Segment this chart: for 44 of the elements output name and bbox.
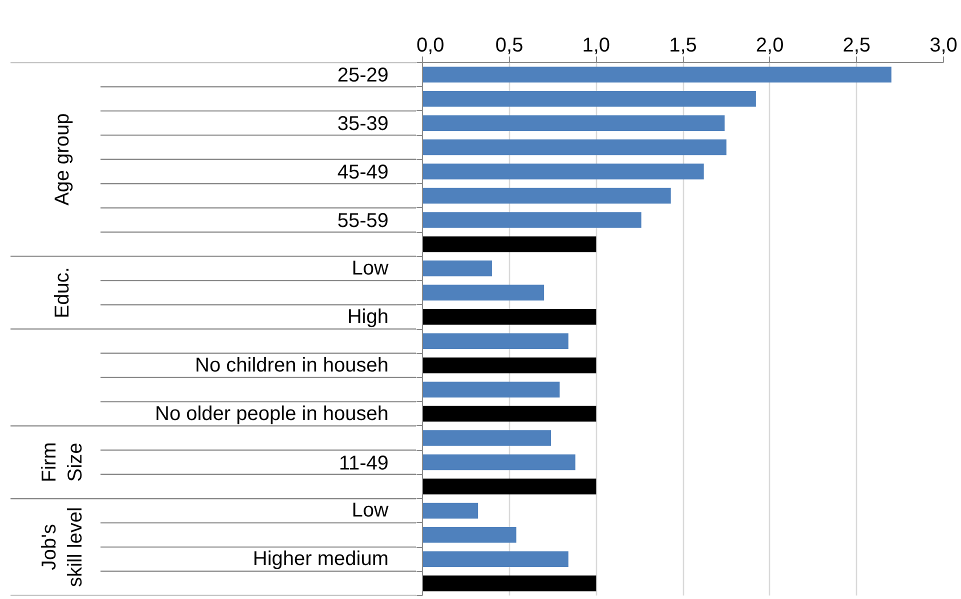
y-tick-label: 25-29	[337, 64, 389, 87]
y-tick-label: 55-59	[337, 210, 389, 232]
bar	[422, 90, 756, 107]
y-tick-label: No older people in househ	[154, 402, 389, 425]
bar	[422, 309, 596, 325]
x-tick-label: 2,5	[842, 34, 871, 56]
y-tick-label: Low	[352, 257, 390, 280]
bar	[422, 115, 725, 131]
y-tick-label: 45-49	[337, 162, 389, 184]
bar	[422, 212, 642, 228]
bar	[422, 139, 726, 156]
y-tick-label: No children in househ	[195, 354, 389, 376]
bar	[422, 260, 492, 276]
bar	[422, 478, 596, 494]
bar	[422, 188, 671, 204]
y-tick-label: 35-39	[337, 113, 389, 136]
text: Educ.	[52, 267, 74, 318]
bar	[422, 406, 596, 422]
text: Age group	[52, 113, 74, 206]
y-tick-label: Low	[352, 500, 390, 522]
bar	[422, 66, 892, 82]
y-tick-label: Higher medium	[252, 548, 389, 570]
text: Job's skill level	[38, 507, 87, 588]
x-tick-label: 0,5	[495, 34, 524, 56]
x-tick-label: 1,0	[582, 34, 610, 56]
bar	[422, 164, 704, 180]
bar	[422, 333, 568, 349]
bar	[422, 527, 516, 543]
bar	[422, 236, 596, 252]
bar	[422, 430, 552, 446]
x-tick-label: 3,0	[930, 34, 958, 56]
bar	[422, 502, 478, 519]
x-tick-label: 2,0	[756, 34, 784, 56]
y-tick-label: High	[347, 306, 389, 328]
x-tick-label: 1,5	[669, 34, 697, 56]
bar	[422, 284, 544, 301]
bar	[422, 357, 596, 374]
bar	[422, 576, 596, 592]
x-tick-label: 0,0	[416, 34, 444, 56]
bar	[422, 551, 568, 568]
text: Firm Size	[38, 442, 87, 482]
y-tick-label: 11-49	[338, 452, 389, 474]
bar	[422, 454, 576, 470]
bar	[422, 382, 560, 398]
